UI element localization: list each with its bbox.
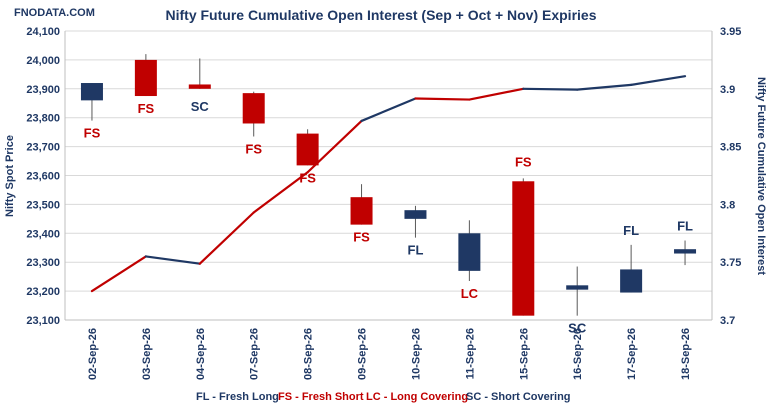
oi-line-segment — [468, 87, 525, 101]
x-tick-label: 09-Sep-26 — [357, 328, 369, 380]
candle-body — [134, 59, 157, 97]
candle-body — [512, 181, 535, 316]
y-left-tick-label: 23,100 — [26, 315, 60, 327]
y-axis-left-label: Nifty Spot Price — [4, 135, 16, 217]
oi-line-segment — [90, 255, 147, 293]
candles — [80, 54, 697, 316]
y-left-tick-label: 23,400 — [26, 228, 60, 240]
oi-line-segment — [360, 97, 417, 123]
y-right-tick-label: 3.8 — [720, 199, 735, 211]
x-tick-label: 10-Sep-26 — [410, 328, 422, 380]
oi-line-segment — [576, 83, 633, 91]
grid-layer — [64, 30, 713, 321]
x-tick-label: 16-Sep-26 — [572, 328, 584, 380]
candle-body — [458, 233, 481, 271]
candle-label: FL — [408, 243, 424, 258]
oi-line-segment — [198, 211, 255, 265]
y-right-tick-label: 3.75 — [720, 257, 741, 269]
y-left-tick-label: 23,700 — [26, 142, 60, 154]
y-right-tick-label: 3.7 — [720, 315, 735, 327]
candle-body — [188, 84, 211, 89]
candle-label: SC — [191, 99, 210, 114]
candle-label: FL — [677, 219, 693, 234]
y-left-tick-label: 23,800 — [26, 113, 60, 125]
y-left-tick-label: 23,300 — [26, 257, 60, 269]
x-tick-label: 11-Sep-26 — [464, 328, 476, 379]
right-axis: 3.7 3.75 3.8 3.85 3.9 3.95 — [720, 26, 741, 327]
y-left-tick-label: 23,200 — [26, 286, 60, 298]
y-left-tick-label: 23,900 — [26, 84, 60, 96]
y-left-tick-label: 23,500 — [26, 199, 60, 211]
candle-label: FS — [299, 170, 316, 185]
legend-item: LC - Long Covering — [366, 391, 468, 403]
candle-label: FS — [84, 126, 101, 141]
candle-label: FS — [138, 101, 155, 116]
y-left-tick-label: 23,600 — [26, 171, 60, 183]
legend-item: FL - Fresh Long — [196, 391, 279, 403]
y-right-tick-label: 3.95 — [720, 26, 741, 38]
oi-line-segment — [252, 171, 309, 214]
oi-line-segment — [414, 97, 471, 101]
oi-line-segment — [144, 255, 201, 265]
candle-body — [674, 249, 697, 254]
candle-label: FS — [515, 154, 532, 169]
candle-body — [242, 93, 265, 124]
candle-body — [80, 83, 103, 101]
candle-label: FS — [353, 230, 370, 245]
candle-label: FS — [245, 141, 262, 156]
y-left-tick-label: 24,000 — [26, 55, 60, 67]
oi-line-segment — [522, 87, 579, 91]
x-tick-label: 17-Sep-26 — [626, 328, 638, 380]
source-label: FNODATA.COM — [14, 7, 95, 19]
oi-line-segment — [630, 75, 687, 86]
legend: FL - Fresh Long FS - Fresh Short LC - Long… — [196, 391, 571, 403]
candle-body — [404, 210, 427, 219]
chart-title: Nifty Future Cumulative Open Interest (S… — [166, 7, 597, 23]
legend-item: FS - Fresh Short — [278, 391, 364, 403]
open-interest-line — [90, 75, 687, 293]
y-axis-right-label: Nifty Future Cumulative Open Interest — [755, 77, 767, 275]
x-tick-label: 18-Sep-26 — [680, 328, 692, 380]
candle-body — [566, 285, 589, 290]
candle-label: FL — [623, 223, 639, 238]
x-axis: 02-Sep-26 03-Sep-26 04-Sep-26 07-Sep-26 08-S… — [87, 328, 692, 380]
candle-body — [620, 269, 643, 293]
candle-label: LC — [461, 286, 479, 301]
candle-body — [350, 197, 373, 225]
legend-item: SC - Short Covering — [466, 391, 571, 403]
y-right-tick-label: 3.9 — [720, 84, 735, 96]
candle-body — [296, 133, 319, 166]
x-tick-label: 15-Sep-26 — [518, 328, 530, 380]
x-tick-label: 07-Sep-26 — [249, 328, 261, 380]
candle-label: SC — [568, 321, 587, 336]
left-axis: 23,100 23,200 23,300 23,400 23,500 23,600 23,7… — [26, 26, 60, 327]
x-tick-label: 02-Sep-26 — [87, 328, 99, 380]
y-left-tick-label: 24,100 — [26, 26, 60, 38]
y-right-tick-label: 3.85 — [720, 142, 741, 154]
x-tick-label: 03-Sep-26 — [141, 328, 153, 380]
x-tick-label: 04-Sep-26 — [195, 328, 207, 380]
x-tick-label: 08-Sep-26 — [303, 328, 315, 380]
candle-labels: FS FS SC FS FS FS FL LC FS SC FL FL — [84, 99, 693, 336]
